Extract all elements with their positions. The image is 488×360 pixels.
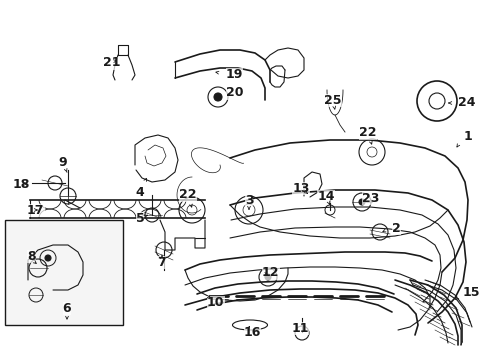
Text: 21: 21: [103, 57, 120, 69]
Text: 1: 1: [463, 130, 472, 143]
Text: 19: 19: [225, 68, 243, 81]
Text: 2: 2: [391, 221, 400, 234]
Circle shape: [45, 255, 51, 261]
Text: 7: 7: [157, 256, 166, 269]
Text: 14: 14: [317, 189, 334, 202]
Text: 23: 23: [361, 192, 379, 204]
Text: 12: 12: [262, 266, 279, 279]
Text: 13: 13: [292, 181, 309, 194]
Text: 5: 5: [135, 211, 144, 225]
Text: 15: 15: [462, 287, 480, 300]
Circle shape: [264, 274, 270, 280]
Text: 6: 6: [62, 302, 71, 315]
Circle shape: [214, 93, 222, 101]
Text: 24: 24: [457, 96, 474, 109]
Text: 22: 22: [359, 126, 376, 139]
Text: 20: 20: [225, 86, 243, 99]
Bar: [5, 220, 123, 325]
Text: 25: 25: [324, 94, 341, 107]
Text: 9: 9: [59, 156, 67, 168]
Text: 22: 22: [179, 189, 196, 202]
Text: 8: 8: [27, 249, 36, 262]
Text: 11: 11: [291, 321, 308, 334]
Text: 17: 17: [27, 203, 44, 216]
Text: 10: 10: [206, 296, 224, 309]
Text: 3: 3: [244, 194, 253, 207]
Text: 18: 18: [13, 177, 30, 190]
Circle shape: [358, 199, 364, 205]
Text: 4: 4: [135, 185, 144, 198]
Text: 16: 16: [244, 327, 261, 339]
